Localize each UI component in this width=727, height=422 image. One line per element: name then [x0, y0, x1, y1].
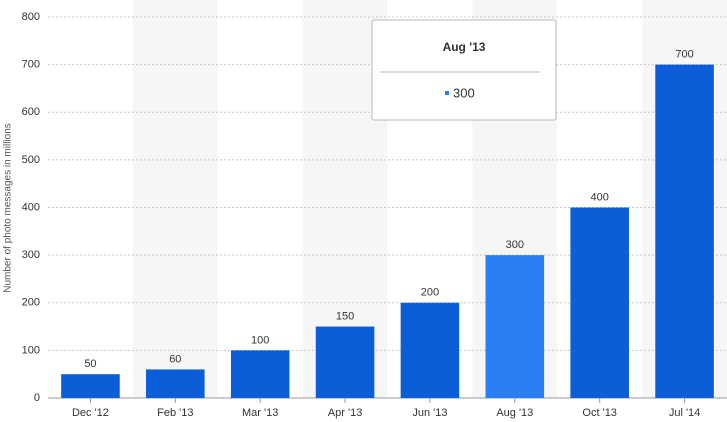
- value-label: 700: [675, 49, 693, 61]
- y-tick-label: 0: [34, 392, 40, 404]
- y-tick-label: 200: [22, 297, 40, 309]
- y-tick-label: 100: [22, 344, 40, 356]
- y-axis-label: Number of photo messages in millions: [3, 123, 14, 293]
- x-tick-label: Jun '13: [412, 407, 447, 419]
- x-tick-label: Feb '13: [157, 407, 193, 419]
- value-label: 150: [336, 310, 354, 322]
- bar: [230, 350, 290, 398]
- tooltip-title: Aug '13: [443, 40, 486, 54]
- x-tick-label: Oct '13: [582, 407, 617, 419]
- y-tick-label: 800: [22, 11, 40, 23]
- bar: [655, 64, 714, 398]
- bar: [146, 369, 205, 398]
- y-tick-label: 600: [22, 106, 40, 118]
- y-tick-label: 400: [22, 201, 40, 213]
- value-label: 50: [84, 358, 96, 370]
- x-tick-label: Aug '13: [496, 407, 533, 419]
- bar: [570, 207, 629, 398]
- y-tick-label: 700: [22, 59, 40, 71]
- value-label: 100: [251, 334, 269, 346]
- bar: [400, 302, 460, 398]
- tooltip-marker: [445, 91, 449, 95]
- value-label: 400: [591, 191, 609, 203]
- bar: [315, 326, 375, 398]
- tooltip-box: [371, 19, 557, 121]
- value-label: 300: [506, 239, 524, 251]
- bar: [485, 255, 545, 398]
- x-tick-label: Dec '12: [72, 407, 109, 419]
- x-tick-label: Mar '13: [242, 407, 278, 419]
- tooltip-value: 300: [453, 85, 475, 100]
- column-band: [132, 0, 218, 398]
- value-label: 200: [421, 287, 439, 299]
- value-label: 60: [169, 353, 181, 365]
- tooltip: Aug '13 300: [371, 19, 557, 121]
- x-tick-label: Jul '14: [669, 407, 700, 419]
- y-tick-label: 300: [22, 249, 40, 261]
- x-tick-label: Apr '13: [328, 407, 363, 419]
- bar: [61, 374, 120, 398]
- y-tick-label: 500: [22, 154, 40, 166]
